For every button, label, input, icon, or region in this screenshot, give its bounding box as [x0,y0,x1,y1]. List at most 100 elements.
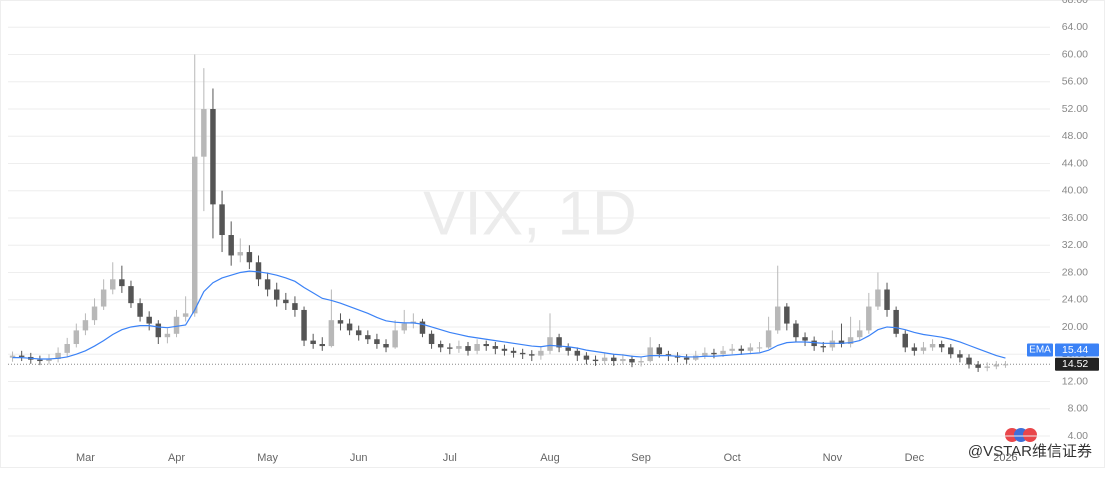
candle-body [128,286,134,304]
y-tick-label: 48.00 [1062,130,1088,142]
candle-body [884,289,890,310]
y-tick-label: 36.00 [1062,212,1088,224]
candle-body [948,347,954,355]
candle-body [902,333,908,348]
candle-body [210,108,216,205]
candle-body [137,303,143,317]
candle-body [319,344,325,347]
ema-value-badge [1055,343,1099,357]
y-tick-label: 4.00 [1068,430,1089,442]
x-tick-label: Nov [823,452,843,464]
candle-body [601,357,608,362]
candle-body [838,340,845,345]
candle-body [201,108,207,157]
y-tick-label: 24.00 [1062,294,1088,306]
candle-body [119,279,125,287]
candle-body [984,366,990,368]
candle-body [292,303,298,310]
candle-body [693,355,699,360]
y-tick-label: 20.00 [1062,321,1088,333]
candle-body [866,306,872,331]
candle-body [355,330,362,336]
x-tick-label: Dec [905,452,925,464]
candle-body [273,289,280,300]
candle-body [565,347,571,351]
candle-body [820,346,826,348]
candle-body [756,347,763,349]
candle-body [738,348,745,351]
candle-body [447,347,453,349]
ema-value: 15.44 [1062,344,1088,356]
candle-body [401,323,407,331]
x-tick-label: Oct [724,452,741,464]
y-tick-label: 56.00 [1062,76,1088,88]
candle-body [856,330,863,338]
candle-body [556,337,562,348]
y-tick-label: 8.00 [1068,403,1089,415]
candle-body [392,330,398,348]
x-tick-label: Jul [443,452,457,464]
candle-body [519,352,526,355]
x-tick-label: Apr [168,452,185,464]
candle-body [255,262,262,280]
candle-body [638,361,644,363]
brand-logo [1005,428,1037,442]
x-tick-label: Mar [76,452,95,464]
price-badge [1055,357,1099,371]
candle-body [456,346,462,349]
candle-body [975,364,981,368]
y-tick-label: 68.00 [1062,0,1088,6]
y-tick-label: 44.00 [1062,157,1088,169]
candle-body [465,346,471,351]
candle-body [228,235,234,256]
candle-body [784,306,790,324]
candle-body [419,321,426,334]
candle-body [437,344,444,348]
candle-body [729,348,735,351]
x-tick-label: May [257,452,278,464]
candle-body [346,323,353,331]
ema-badge [1027,343,1053,357]
x-tick-label: Sep [631,452,651,464]
candle-body [501,348,508,351]
candle-body [920,347,927,351]
candle-body [219,204,225,236]
candle-body [73,330,80,345]
candle-body [383,344,389,348]
candle-body [164,333,171,338]
candle-body [720,350,726,355]
candle-body [182,313,189,317]
candle-body [911,347,918,351]
candle-body [283,299,289,304]
ema-name: EMA [1029,345,1051,356]
candle-body [620,358,626,362]
price-value: 14.52 [1062,358,1088,370]
candle-body [192,156,198,314]
candle-body [100,289,107,307]
candle-body [765,330,772,348]
candle-body [793,323,799,338]
candle-body [82,320,89,331]
candle-body [55,352,61,359]
candle-body [310,340,316,345]
candle-body [110,279,116,290]
y-tick-label: 64.00 [1062,21,1088,33]
candle-body [747,347,754,351]
candle-body [337,320,344,324]
candle-body [474,344,480,351]
candle-body [938,344,945,348]
candle-body [574,350,581,356]
candle-body [155,323,162,338]
y-tick-label: 28.00 [1062,266,1088,278]
candle-body [510,350,517,353]
candle-body [592,359,599,362]
candle-body [875,289,881,307]
candle-body [91,306,98,321]
candle-body [647,347,653,362]
candle-body [583,355,590,360]
y-tick-label: 52.00 [1062,103,1088,115]
candle-body [374,339,380,345]
candle-body [957,354,963,358]
